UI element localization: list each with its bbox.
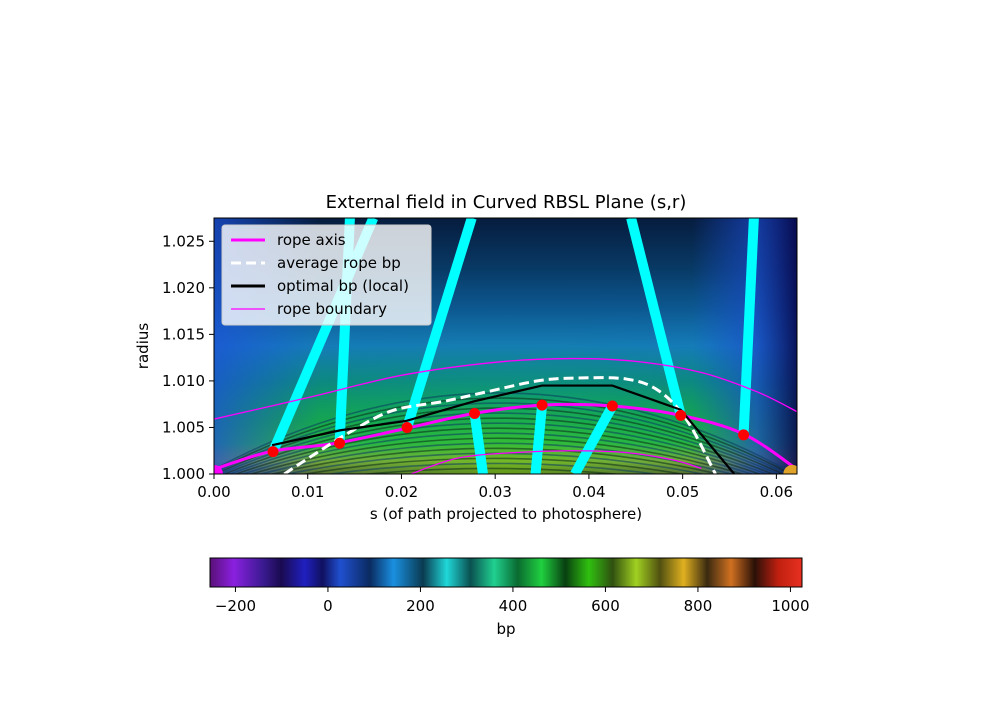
field-band — [258, 442, 735, 474]
x-tick-label: 0.06 — [760, 483, 793, 501]
series-rope-axis — [214, 402, 797, 471]
series-rope-boundary — [214, 357, 797, 420]
y-tick-label: 1.020 — [162, 279, 205, 297]
series-optimal-bp-local- — [271, 384, 736, 474]
x-tick-label: 0.04 — [572, 483, 605, 501]
field-band — [325, 462, 661, 474]
x-tick-label: 0.02 — [385, 483, 418, 501]
x-tick-label: 0.03 — [478, 483, 511, 501]
colorbar-tick-label: 400 — [499, 597, 528, 615]
series-average-rope-bp — [283, 376, 717, 474]
field-band — [301, 457, 687, 474]
y-tick-label: 1.025 — [162, 232, 205, 250]
colorbar-tick-label: −200 — [215, 597, 256, 615]
x-tick-label: 0.05 — [666, 483, 699, 501]
y-axis: 1.000 1.005 1.010 1.015 1.020 1.025 — [162, 232, 214, 483]
field-band — [248, 437, 745, 474]
rope-points — [214, 399, 797, 474]
field-line — [402, 218, 477, 429]
rope-point — [738, 429, 750, 441]
field-line — [626, 218, 686, 417]
colorbar-tick-label: 600 — [591, 597, 620, 615]
colorbar-gradient — [209, 557, 803, 588]
end-marker — [783, 465, 797, 474]
colorbar-tick-label: 1000 — [771, 597, 809, 615]
field-band — [233, 427, 762, 474]
colorbar: −200 0 200 400 600 800 1000 bp — [209, 557, 810, 638]
rope-point — [606, 400, 618, 412]
chart-title: External field in Curved RBSL Plane (s,r… — [326, 192, 687, 213]
y-tick-label: 1.005 — [162, 418, 205, 436]
field-line — [738, 218, 759, 436]
field-band — [214, 397, 793, 474]
field-band — [214, 402, 789, 474]
rope-point — [469, 407, 481, 419]
x-axis-label: s (of path projected to photosphere) — [370, 505, 642, 523]
legend-label: rope axis — [277, 231, 346, 249]
legend-box — [221, 224, 432, 326]
colorbar-label: bp — [496, 620, 515, 638]
field-band — [359, 467, 623, 474]
series-rope-boundary-lower- — [410, 450, 702, 474]
field-band — [240, 432, 754, 474]
colorbar-tick-label: 0 — [323, 597, 333, 615]
field-line — [570, 403, 617, 474]
rope-point — [675, 409, 687, 421]
field-line — [530, 404, 548, 474]
rope-point — [401, 421, 413, 433]
y-tick-label: 1.000 — [162, 465, 205, 483]
plot-frame — [213, 217, 798, 475]
y-tick-label: 1.010 — [162, 372, 205, 390]
x-axis: 0.00 0.01 0.02 0.03 0.04 0.05 0.06 — [197, 474, 793, 501]
x-tick-label: 0.00 — [197, 483, 230, 501]
colorbar-tick-label: 200 — [406, 597, 435, 615]
rope-point — [536, 399, 548, 411]
series-lines — [214, 357, 797, 474]
colorbar-tick-label: 800 — [684, 597, 713, 615]
legend-label: rope boundary — [277, 300, 387, 318]
y-tick-label: 1.015 — [162, 325, 205, 343]
legend-label: optimal bp (local) — [277, 277, 409, 295]
colorbar-ticks: −200 0 200 400 600 800 1000 — [215, 587, 810, 615]
legend-label: average rope bp — [277, 254, 401, 272]
x-tick-label: 0.01 — [291, 483, 324, 501]
field-line — [469, 412, 488, 474]
y-axis-label: radius — [134, 323, 152, 370]
field-band — [228, 422, 769, 474]
rope-point — [267, 446, 279, 458]
legend: rope axis average rope bp optimal bp (loca… — [221, 224, 432, 326]
end-marker — [214, 465, 223, 474]
rope-point — [334, 437, 346, 449]
